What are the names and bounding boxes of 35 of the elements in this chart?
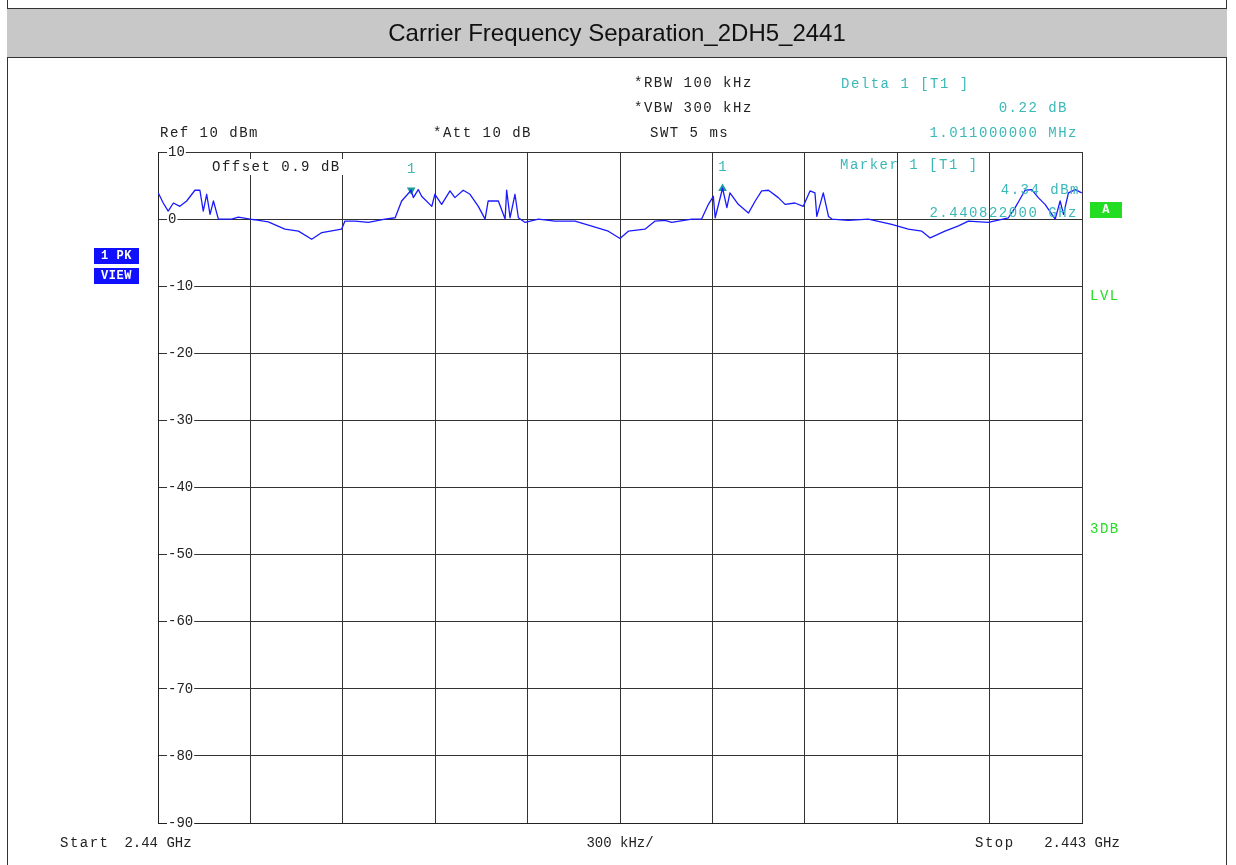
- y-tick-label: -40: [168, 479, 194, 496]
- text: LVL: [1090, 288, 1120, 304]
- text: Delta 1 [T1 ]: [841, 76, 970, 92]
- annotation: 1: [718, 159, 727, 176]
- text: VIEW: [94, 268, 139, 284]
- text: 1.011000000 MHz: [929, 125, 1078, 141]
- text: Start: [60, 835, 110, 851]
- annotation: 4.34 dBm: [1000, 182, 1080, 198]
- text: *VBW 300 kHz: [634, 100, 753, 116]
- y-tick-label: -30: [168, 412, 194, 429]
- text: A: [1090, 202, 1122, 218]
- y-tick-label: -60: [168, 613, 194, 630]
- y-tick-label: -80: [168, 747, 194, 764]
- annotation: Marker 1 [T1 ]: [840, 157, 979, 173]
- text: Ref 10 dBm: [160, 125, 260, 141]
- y-tick-label: -70: [168, 680, 194, 697]
- x-tick-label: 2.443 GHz: [1044, 835, 1120, 852]
- text: Stop: [975, 835, 1015, 851]
- text: 3DB: [1090, 521, 1120, 537]
- annotation: 1: [406, 160, 416, 177]
- annotation: Offset 0.9 dB: [209, 159, 344, 175]
- x-axis-title: 300 kHz/: [586, 834, 654, 851]
- text: *RBW 100 kHz: [634, 75, 753, 91]
- y-tick-label: -50: [168, 546, 194, 563]
- y-tick-label: -20: [168, 345, 194, 361]
- text: 0.22 dB: [998, 100, 1068, 116]
- text: *Att 10 dB: [433, 125, 533, 141]
- chart-title: Carrier Frequency Separation_2DH5_2441: [7, 8, 1227, 58]
- text: 1 PK: [94, 248, 139, 264]
- y-tick-label: -10: [168, 277, 194, 294]
- text: SWT 5 ms: [650, 125, 730, 141]
- y-tick-label: 10: [168, 143, 185, 160]
- y-tick-label: 0: [168, 210, 177, 227]
- x-tick-label: 2.44 GHz: [124, 835, 192, 852]
- y-tick-label: -90: [168, 814, 194, 831]
